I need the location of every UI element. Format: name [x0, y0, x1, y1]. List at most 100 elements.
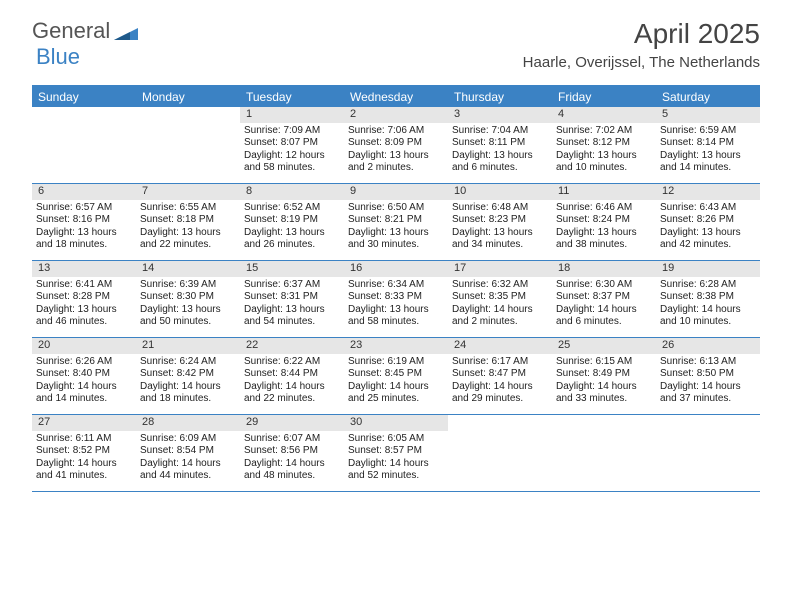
calendar-cell: 18Sunrise: 6:30 AMSunset: 8:37 PMDayligh… — [552, 261, 656, 337]
calendar-cell: 11Sunrise: 6:46 AMSunset: 8:24 PMDayligh… — [552, 184, 656, 260]
day-header: Wednesday — [344, 87, 448, 107]
sunset-text: Sunset: 8:45 PM — [348, 368, 444, 381]
sunrise-text: Sunrise: 6:55 AM — [140, 202, 236, 215]
sunrise-text: Sunrise: 6:48 AM — [452, 202, 548, 215]
cell-body: Sunrise: 6:39 AMSunset: 8:30 PMDaylight:… — [136, 277, 240, 333]
cell-body: Sunrise: 7:02 AMSunset: 8:12 PMDaylight:… — [552, 123, 656, 179]
sunset-text: Sunset: 8:24 PM — [556, 214, 652, 227]
sunset-text: Sunset: 8:54 PM — [140, 445, 236, 458]
calendar-cell: 12Sunrise: 6:43 AMSunset: 8:26 PMDayligh… — [656, 184, 760, 260]
daylight-text: Daylight: 13 hours and 2 minutes. — [348, 150, 444, 175]
cell-body: Sunrise: 7:04 AMSunset: 8:11 PMDaylight:… — [448, 123, 552, 179]
sunrise-text: Sunrise: 6:17 AM — [452, 356, 548, 369]
daylight-text: Daylight: 14 hours and 29 minutes. — [452, 381, 548, 406]
cell-body: Sunrise: 6:17 AMSunset: 8:47 PMDaylight:… — [448, 354, 552, 410]
cell-body: Sunrise: 7:06 AMSunset: 8:09 PMDaylight:… — [344, 123, 448, 179]
cell-body: Sunrise: 6:07 AMSunset: 8:56 PMDaylight:… — [240, 431, 344, 487]
date-number: 11 — [552, 184, 656, 200]
calendar-cell: 20Sunrise: 6:26 AMSunset: 8:40 PMDayligh… — [32, 338, 136, 414]
cell-body: Sunrise: 6:59 AMSunset: 8:14 PMDaylight:… — [656, 123, 760, 179]
sunset-text: Sunset: 8:07 PM — [244, 137, 340, 150]
week-row: 1Sunrise: 7:09 AMSunset: 8:07 PMDaylight… — [32, 107, 760, 184]
day-header: Monday — [136, 87, 240, 107]
sunrise-text: Sunrise: 6:43 AM — [660, 202, 756, 215]
calendar-cell: 4Sunrise: 7:02 AMSunset: 8:12 PMDaylight… — [552, 107, 656, 183]
cell-body: Sunrise: 6:26 AMSunset: 8:40 PMDaylight:… — [32, 354, 136, 410]
sunset-text: Sunset: 8:38 PM — [660, 291, 756, 304]
cell-body: Sunrise: 6:11 AMSunset: 8:52 PMDaylight:… — [32, 431, 136, 487]
month-title: April 2025 — [523, 18, 760, 50]
calendar-cell: 14Sunrise: 6:39 AMSunset: 8:30 PMDayligh… — [136, 261, 240, 337]
date-number: 27 — [32, 415, 136, 431]
cell-body: Sunrise: 6:15 AMSunset: 8:49 PMDaylight:… — [552, 354, 656, 410]
sunset-text: Sunset: 8:09 PM — [348, 137, 444, 150]
cell-body: Sunrise: 6:48 AMSunset: 8:23 PMDaylight:… — [448, 200, 552, 256]
date-number: 8 — [240, 184, 344, 200]
header: General April 2025 Haarle, Overijssel, T… — [0, 0, 792, 77]
calendar-cell: 6Sunrise: 6:57 AMSunset: 8:16 PMDaylight… — [32, 184, 136, 260]
day-header: Tuesday — [240, 87, 344, 107]
date-number: 23 — [344, 338, 448, 354]
sunset-text: Sunset: 8:49 PM — [556, 368, 652, 381]
day-header: Sunday — [32, 87, 136, 107]
date-number: 26 — [656, 338, 760, 354]
calendar-cell: 3Sunrise: 7:04 AMSunset: 8:11 PMDaylight… — [448, 107, 552, 183]
sunset-text: Sunset: 8:40 PM — [36, 368, 132, 381]
calendar-cell: 23Sunrise: 6:19 AMSunset: 8:45 PMDayligh… — [344, 338, 448, 414]
sunset-text: Sunset: 8:23 PM — [452, 214, 548, 227]
daylight-text: Daylight: 13 hours and 26 minutes. — [244, 227, 340, 252]
date-number: 16 — [344, 261, 448, 277]
calendar-cell: 24Sunrise: 6:17 AMSunset: 8:47 PMDayligh… — [448, 338, 552, 414]
calendar-cell — [656, 415, 760, 491]
cell-body: Sunrise: 6:41 AMSunset: 8:28 PMDaylight:… — [32, 277, 136, 333]
calendar-cell — [136, 107, 240, 183]
daylight-text: Daylight: 14 hours and 2 minutes. — [452, 304, 548, 329]
calendar-cell — [448, 415, 552, 491]
date-number: 25 — [552, 338, 656, 354]
daylight-text: Daylight: 14 hours and 41 minutes. — [36, 458, 132, 483]
date-number: 5 — [656, 107, 760, 123]
daylight-text: Daylight: 14 hours and 22 minutes. — [244, 381, 340, 406]
calendar-cell: 17Sunrise: 6:32 AMSunset: 8:35 PMDayligh… — [448, 261, 552, 337]
calendar-cell: 28Sunrise: 6:09 AMSunset: 8:54 PMDayligh… — [136, 415, 240, 491]
day-header: Friday — [552, 87, 656, 107]
daylight-text: Daylight: 13 hours and 42 minutes. — [660, 227, 756, 252]
date-number: 13 — [32, 261, 136, 277]
sunset-text: Sunset: 8:14 PM — [660, 137, 756, 150]
sunset-text: Sunset: 8:42 PM — [140, 368, 236, 381]
cell-body: Sunrise: 6:37 AMSunset: 8:31 PMDaylight:… — [240, 277, 344, 333]
cell-body: Sunrise: 6:19 AMSunset: 8:45 PMDaylight:… — [344, 354, 448, 410]
daylight-text: Daylight: 13 hours and 54 minutes. — [244, 304, 340, 329]
sunrise-text: Sunrise: 7:06 AM — [348, 125, 444, 138]
daylight-text: Daylight: 13 hours and 38 minutes. — [556, 227, 652, 252]
daylight-text: Daylight: 14 hours and 52 minutes. — [348, 458, 444, 483]
date-number: 12 — [656, 184, 760, 200]
sunset-text: Sunset: 8:52 PM — [36, 445, 132, 458]
calendar-cell: 19Sunrise: 6:28 AMSunset: 8:38 PMDayligh… — [656, 261, 760, 337]
date-number: 20 — [32, 338, 136, 354]
daylight-text: Daylight: 14 hours and 10 minutes. — [660, 304, 756, 329]
date-number: 9 — [344, 184, 448, 200]
sunrise-text: Sunrise: 6:37 AM — [244, 279, 340, 292]
sunrise-text: Sunrise: 6:15 AM — [556, 356, 652, 369]
cell-body: Sunrise: 6:50 AMSunset: 8:21 PMDaylight:… — [344, 200, 448, 256]
cell-body: Sunrise: 6:34 AMSunset: 8:33 PMDaylight:… — [344, 277, 448, 333]
week-row: 6Sunrise: 6:57 AMSunset: 8:16 PMDaylight… — [32, 184, 760, 261]
sunrise-text: Sunrise: 6:07 AM — [244, 433, 340, 446]
date-number: 28 — [136, 415, 240, 431]
sunset-text: Sunset: 8:33 PM — [348, 291, 444, 304]
sunrise-text: Sunrise: 6:28 AM — [660, 279, 756, 292]
cell-body: Sunrise: 6:13 AMSunset: 8:50 PMDaylight:… — [656, 354, 760, 410]
calendar-cell: 25Sunrise: 6:15 AMSunset: 8:49 PMDayligh… — [552, 338, 656, 414]
daylight-text: Daylight: 13 hours and 58 minutes. — [348, 304, 444, 329]
calendar-cell: 13Sunrise: 6:41 AMSunset: 8:28 PMDayligh… — [32, 261, 136, 337]
day-header: Saturday — [656, 87, 760, 107]
sunrise-text: Sunrise: 7:09 AM — [244, 125, 340, 138]
calendar-cell: 27Sunrise: 6:11 AMSunset: 8:52 PMDayligh… — [32, 415, 136, 491]
sunset-text: Sunset: 8:18 PM — [140, 214, 236, 227]
daylight-text: Daylight: 13 hours and 10 minutes. — [556, 150, 652, 175]
sunrise-text: Sunrise: 6:30 AM — [556, 279, 652, 292]
daylight-text: Daylight: 14 hours and 6 minutes. — [556, 304, 652, 329]
daylight-text: Daylight: 13 hours and 18 minutes. — [36, 227, 132, 252]
sunset-text: Sunset: 8:50 PM — [660, 368, 756, 381]
